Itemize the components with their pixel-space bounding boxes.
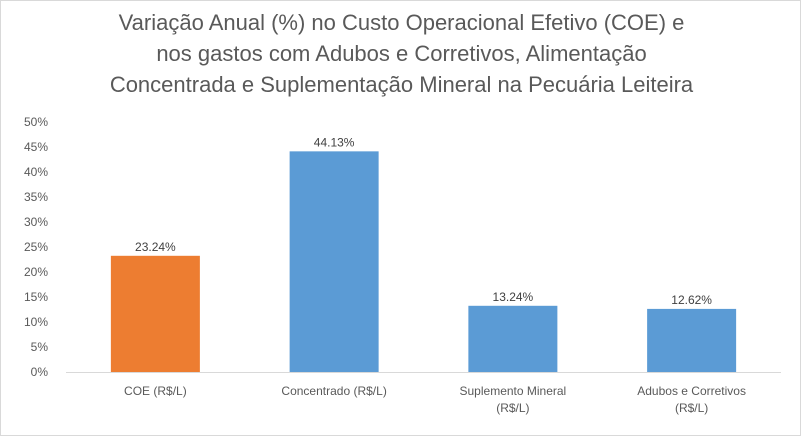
y-tick-label: 45% xyxy=(24,140,48,154)
data-label: 12.62% xyxy=(671,293,712,307)
category-label: Suplemento Mineral xyxy=(460,384,567,398)
data-label: 23.24% xyxy=(135,240,176,254)
chart-title-line-1: Variação Anual (%) no Custo Operacional … xyxy=(118,10,685,35)
data-label: 13.24% xyxy=(493,290,534,304)
data-label: 44.13% xyxy=(314,135,355,149)
y-tick-label: 50% xyxy=(24,115,48,129)
y-tick-label: 40% xyxy=(24,165,48,179)
bar xyxy=(110,255,200,372)
category-label: (R$/L) xyxy=(675,401,708,415)
y-tick-label: 30% xyxy=(24,215,48,229)
y-tick-label: 20% xyxy=(24,265,48,279)
y-tick-label: 15% xyxy=(24,290,48,304)
y-tick-label: 25% xyxy=(24,240,48,254)
bar xyxy=(289,151,379,372)
category-label: (R$/L) xyxy=(496,401,529,415)
category-label: Adubos e Corretivos xyxy=(637,384,746,398)
category-label: Concentrado (R$/L) xyxy=(281,384,386,398)
bar xyxy=(468,305,558,372)
bar xyxy=(647,308,737,372)
chart-title-line-2: nos gastos com Adubos e Corretivos, Alim… xyxy=(156,41,647,66)
chart-title: Variação Anual (%) no Custo Operacional … xyxy=(1,7,801,100)
category-label: COE (R$/L) xyxy=(124,384,187,398)
y-tick-label: 35% xyxy=(24,190,48,204)
y-tick-label: 5% xyxy=(31,340,49,354)
chart-title-line-3: Concentrada e Suplementação Mineral na P… xyxy=(109,72,694,97)
y-tick-label: 10% xyxy=(24,315,48,329)
y-tick-label: 0% xyxy=(31,365,49,379)
